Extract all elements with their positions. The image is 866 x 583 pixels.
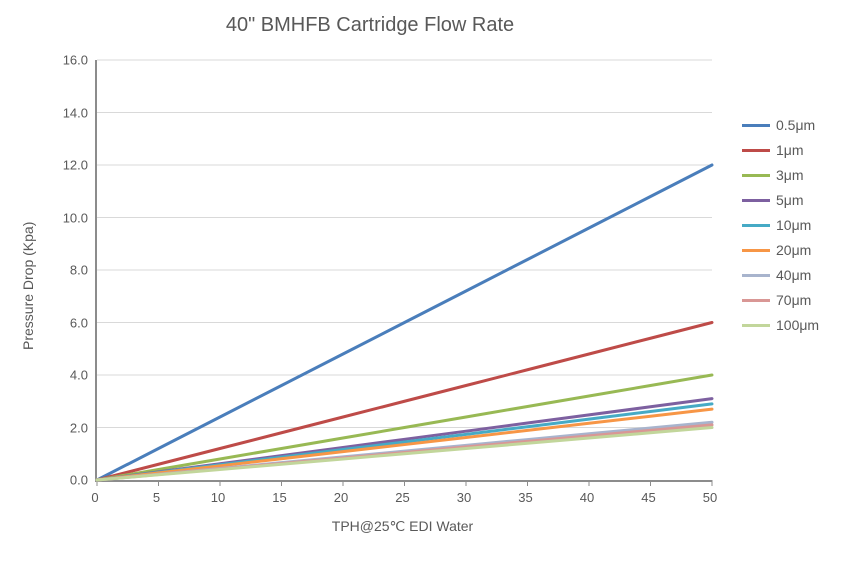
x-tick-label: 35 <box>518 490 532 505</box>
x-tick-label: 45 <box>641 490 655 505</box>
legend-label: 5μm <box>776 193 804 207</box>
legend-item: 5μm <box>742 193 819 207</box>
series-line <box>97 428 712 481</box>
x-tick-label: 15 <box>272 490 286 505</box>
y-tick-label: 6.0 <box>50 315 88 330</box>
y-tick-label: 16.0 <box>50 53 88 68</box>
legend-item: 0.5μm <box>742 118 819 132</box>
y-tick-label: 14.0 <box>50 105 88 120</box>
x-tick-label: 30 <box>457 490 471 505</box>
legend-swatch <box>742 199 770 202</box>
y-tick-label: 0.0 <box>50 473 88 488</box>
legend-swatch <box>742 174 770 177</box>
legend-swatch <box>742 274 770 277</box>
legend-label: 70μm <box>776 293 811 307</box>
legend-item: 70μm <box>742 293 819 307</box>
legend-label: 3μm <box>776 168 804 182</box>
y-tick-label: 4.0 <box>50 368 88 383</box>
y-tick-label: 12.0 <box>50 158 88 173</box>
plot-area <box>95 60 712 482</box>
y-tick-label: 10.0 <box>50 210 88 225</box>
legend-item: 40μm <box>742 268 819 282</box>
x-tick-label: 20 <box>334 490 348 505</box>
legend: 0.5μm 1μm 3μm 5μm 10μm 20μm 40μm 70μm 100μm <box>742 118 819 343</box>
series-line <box>97 409 712 480</box>
legend-label: 10μm <box>776 218 811 232</box>
x-tick-label: 10 <box>211 490 225 505</box>
legend-swatch <box>742 149 770 152</box>
x-tick-label: 0 <box>91 490 98 505</box>
x-tick-label: 25 <box>395 490 409 505</box>
legend-swatch <box>742 124 770 127</box>
x-axis-label: TPH@25℃ EDI Water <box>95 518 710 535</box>
legend-item: 1μm <box>742 143 819 157</box>
legend-item: 10μm <box>742 218 819 232</box>
plot-svg <box>97 60 712 488</box>
y-axis-label: Pressure Drop (Kpa) <box>20 222 36 350</box>
legend-item: 3μm <box>742 168 819 182</box>
legend-item: 20μm <box>742 243 819 257</box>
legend-label: 0.5μm <box>776 118 815 132</box>
legend-label: 1μm <box>776 143 804 157</box>
legend-swatch <box>742 299 770 302</box>
x-tick-label: 40 <box>580 490 594 505</box>
series-line <box>97 323 712 481</box>
chart-container: 40" BMHFB Cartridge Flow Rate Pressure D… <box>0 0 866 583</box>
legend-label: 40μm <box>776 268 811 282</box>
y-tick-label: 8.0 <box>50 263 88 278</box>
legend-label: 100μm <box>776 318 819 332</box>
legend-label: 20μm <box>776 243 811 257</box>
x-tick-label: 5 <box>153 490 160 505</box>
x-tick-label: 50 <box>703 490 717 505</box>
chart-title: 40" BMHFB Cartridge Flow Rate <box>0 14 740 37</box>
legend-swatch <box>742 249 770 252</box>
y-tick-label: 2.0 <box>50 420 88 435</box>
legend-swatch <box>742 224 770 227</box>
legend-swatch <box>742 324 770 327</box>
legend-item: 100μm <box>742 318 819 332</box>
